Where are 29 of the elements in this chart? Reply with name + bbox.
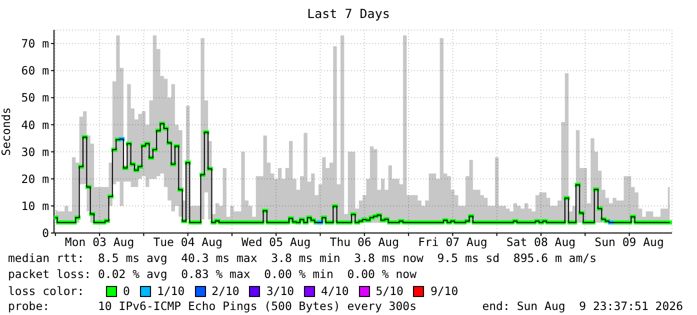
legend-label: 9/10 (430, 284, 458, 298)
y-tick-label: 40 m (21, 118, 50, 132)
x-tick-label: Tue 04 Aug (153, 235, 222, 250)
x-tick-label: Thu 06 Aug (330, 235, 400, 250)
legend-label: 1/10 (156, 284, 185, 298)
legend-label: 2/10 (212, 284, 240, 298)
y-tick-label: 70 m (21, 36, 50, 51)
legend-label: 0 (123, 284, 130, 298)
y-tick-label: 30 m (21, 144, 50, 159)
text: probe: 10 IPv6-ICMP Echo Pings (500 Bytes) every 300s (8, 299, 416, 315)
legend-title: loss color: (8, 284, 86, 298)
text: packet loss: 0.02 % avg 0.83 % max 0.00 % min 0.00 % now (8, 267, 418, 283)
x-tick-label: Fri 07 Aug (418, 235, 488, 250)
y-tick-label: 0 (42, 226, 50, 240)
chart-title: Last 7 Days (306, 5, 391, 23)
text: end: Sun Aug 9 23:37:51 2026 (482, 299, 683, 315)
y-tick-label: 20 m (21, 172, 50, 186)
legend-label: 5/10 (376, 284, 404, 298)
y-axis-title: Seconds (0, 107, 14, 156)
x-tick-label: Sat 08 Aug (506, 235, 576, 250)
y-tick-label: 50 m (21, 90, 50, 105)
x-tick-label: Mon 03 Aug (64, 235, 134, 250)
text: median rtt: 8.5 ms avg 40.3 ms max 3.8 ms min 3.8 ms now 9.5 ms sd 895.6 m am/s (8, 251, 598, 267)
x-tick-label: Wed 05 Aug (242, 235, 311, 250)
legend-label: 3/10 (266, 284, 294, 298)
x-tick-label: Sun 09 Aug (594, 235, 664, 250)
legend-label: 4/10 (321, 284, 349, 298)
y-tick-label: 60 m (21, 64, 50, 78)
y-tick-label: 10 m (21, 199, 50, 214)
